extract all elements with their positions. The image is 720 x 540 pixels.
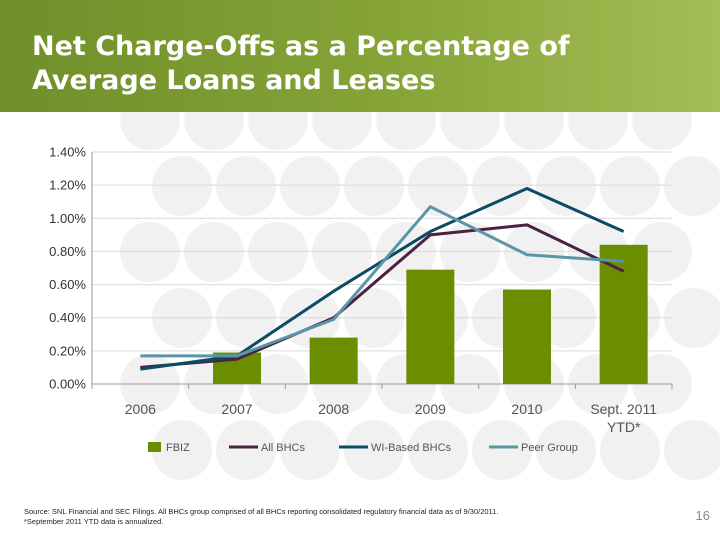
x-tick-label: 2007: [221, 401, 252, 417]
y-tick-label: 1.20%: [49, 178, 86, 193]
x-tick-label: 2006: [125, 401, 156, 417]
y-tick-label: 1.00%: [49, 211, 86, 226]
background-dot: [408, 156, 468, 216]
background-dot: [120, 112, 180, 150]
x-tick-label: 2009: [415, 401, 446, 417]
background-dot: [440, 222, 500, 282]
background-dot: [536, 420, 596, 480]
x-tick-label: 2008: [318, 401, 349, 417]
slide-title: Net Charge-Offs as a Percentage of Avera…: [32, 31, 570, 96]
background-dot: [472, 156, 532, 216]
series-line-peer-group: [140, 205, 624, 358]
y-tick-label: 0.80%: [49, 244, 86, 259]
background-dot: [312, 222, 372, 282]
y-tick-label: 0.00%: [49, 377, 86, 392]
background-dot: [632, 112, 692, 150]
background-dot: [664, 420, 720, 480]
background-dot: [664, 156, 720, 216]
bar-fbiz: [599, 244, 648, 384]
x-tick-label-line: 2009: [415, 401, 446, 417]
bar-fbiz: [309, 337, 358, 384]
series-line-all-bhcs: [140, 223, 625, 369]
background-dot: [216, 156, 276, 216]
background-dot: [184, 222, 244, 282]
x-tick-label-line: YTD*: [607, 419, 641, 435]
background-dot: [216, 420, 276, 480]
footnote: Source: SNL Financial and SEC Filings. A…: [24, 507, 624, 527]
background-dot: [152, 420, 212, 480]
background-dot: [600, 420, 660, 480]
x-tick-label-line: 2008: [318, 401, 349, 417]
background-dot: [344, 420, 404, 480]
legend-label: FBIZ: [166, 442, 190, 454]
background-dot: [248, 222, 308, 282]
legend-label: All BHCs: [261, 442, 306, 454]
background-dot: [568, 112, 628, 150]
background-dot: [536, 156, 596, 216]
legend-label: Peer Group: [521, 442, 578, 454]
background-dot: [312, 112, 372, 150]
x-tick-label-line: 2010: [511, 401, 542, 417]
x-tick-label: Sept. 2011 YTD*: [590, 401, 657, 435]
background-dot: [248, 112, 308, 150]
y-tick-label: 1.40%: [49, 145, 86, 160]
legend-swatch: [148, 442, 161, 452]
background-dot: [440, 112, 500, 150]
footnote-annualized: *September 2011 YTD data is annualized.: [24, 517, 164, 526]
background-dot: [600, 156, 660, 216]
background-dot: [120, 222, 180, 282]
background-dot: [280, 420, 340, 480]
y-tick-label: 0.40%: [49, 310, 86, 325]
page-number: 16: [695, 508, 710, 523]
x-tick-label: 2010: [511, 401, 542, 417]
background-dot: [376, 112, 436, 150]
slide-header: [0, 0, 720, 112]
legend-label: WI-Based BHCs: [371, 442, 452, 454]
series-line-wi-based-bhcs: [140, 186, 625, 371]
background-dot: [408, 420, 468, 480]
background-dot: [664, 288, 720, 348]
bar-fbiz: [503, 289, 551, 384]
background-dot: [184, 112, 244, 150]
x-tick-label-line: 2007: [221, 401, 252, 417]
background-dot: [280, 156, 340, 216]
x-tick-label-line: Sept. 2011: [590, 401, 657, 417]
background-dot: [344, 156, 404, 216]
y-tick-label: 0.20%: [49, 343, 86, 358]
background-dot: [504, 112, 564, 150]
y-tick-label: 0.60%: [49, 277, 86, 292]
x-tick-label-line: 2006: [125, 401, 156, 417]
background-dot: [472, 420, 532, 480]
bar-fbiz: [406, 269, 455, 384]
background-dot: [152, 156, 212, 216]
footnote-source: Source: SNL Financial and SEC Filings. A…: [24, 507, 499, 516]
